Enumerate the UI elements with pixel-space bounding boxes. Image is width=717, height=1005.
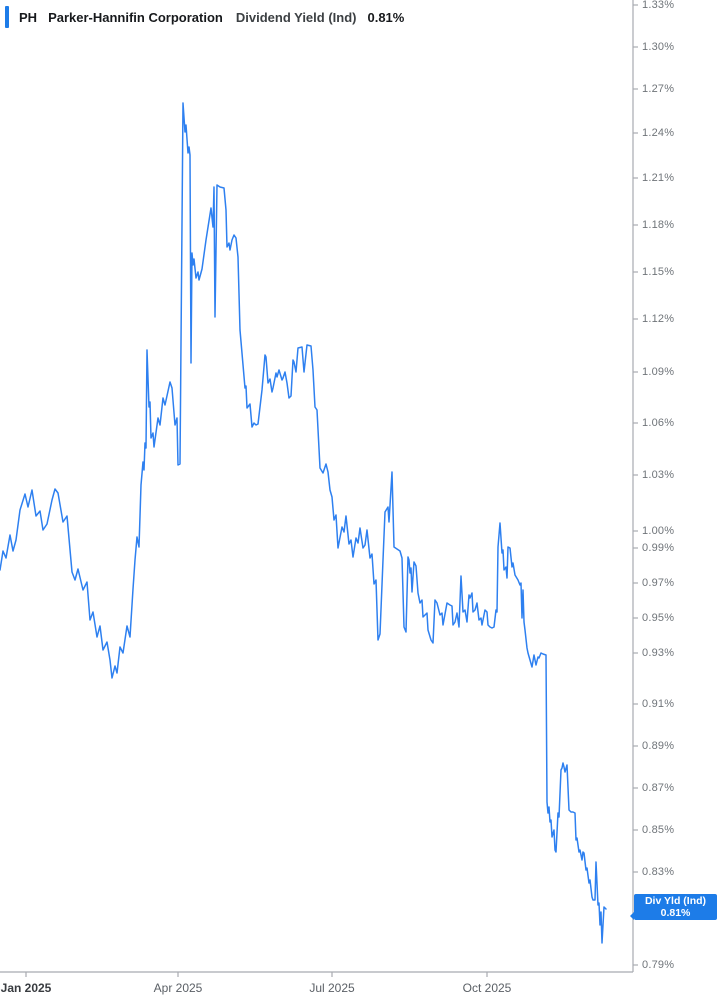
y-tick-label: 0.87%: [642, 782, 675, 794]
ticker-symbol: PH: [19, 9, 38, 25]
y-tick-label: 0.97%: [642, 577, 675, 589]
y-tick-label: 0.85%: [642, 824, 675, 836]
y-tick-label: 1.09%: [642, 366, 675, 378]
y-tick-label: 1.06%: [642, 417, 675, 429]
dividend-yield-line-series: [0, 102, 607, 944]
company-name: Parker-Hannifin Corporation: [48, 9, 223, 25]
y-tick-label: 1.12%: [642, 313, 675, 325]
y-tick-label: 1.24%: [642, 127, 675, 139]
y-tick-label: 1.15%: [642, 266, 675, 278]
y-tick-label: 1.27%: [642, 83, 675, 95]
y-tick-label: 0.93%: [642, 647, 675, 659]
metric-current-value: 0.81%: [367, 9, 405, 25]
x-tick-label: Oct 2025: [462, 981, 512, 995]
y-tick-label: 1.33%: [642, 0, 675, 11]
last-value-badge: Div Yld (Ind) 0.81%: [630, 894, 717, 920]
badge-value: 0.81%: [660, 907, 691, 919]
y-tick-label: 0.91%: [642, 698, 675, 710]
badge-pointer-icon: [630, 912, 634, 920]
y-tick-label: 0.89%: [642, 740, 675, 752]
accent-bar: [5, 6, 9, 28]
y-tick-label: 1.21%: [642, 172, 675, 184]
x-tick-label: Apr 2025: [153, 981, 203, 995]
y-tick-label: 1.03%: [642, 469, 675, 481]
y-tick-label: 0.79%: [642, 959, 675, 971]
chart-header: PH Parker-Hannifin Corporation Dividend …: [5, 6, 404, 28]
y-tick-label: 1.00%: [642, 525, 675, 537]
y-tick-label: 1.30%: [642, 41, 675, 53]
y-tick-label: 0.99%: [642, 542, 675, 554]
badge-series-label: Div Yld (Ind): [644, 895, 707, 907]
y-tick-label: 0.95%: [642, 612, 675, 624]
x-tick-label: Jan 2025: [0, 981, 52, 995]
metric-name: Dividend Yield (Ind): [235, 9, 357, 25]
y-tick-label: 0.83%: [642, 866, 675, 878]
x-tick-label: Jul 2025: [309, 981, 355, 995]
y-tick-label: 1.18%: [642, 219, 675, 231]
